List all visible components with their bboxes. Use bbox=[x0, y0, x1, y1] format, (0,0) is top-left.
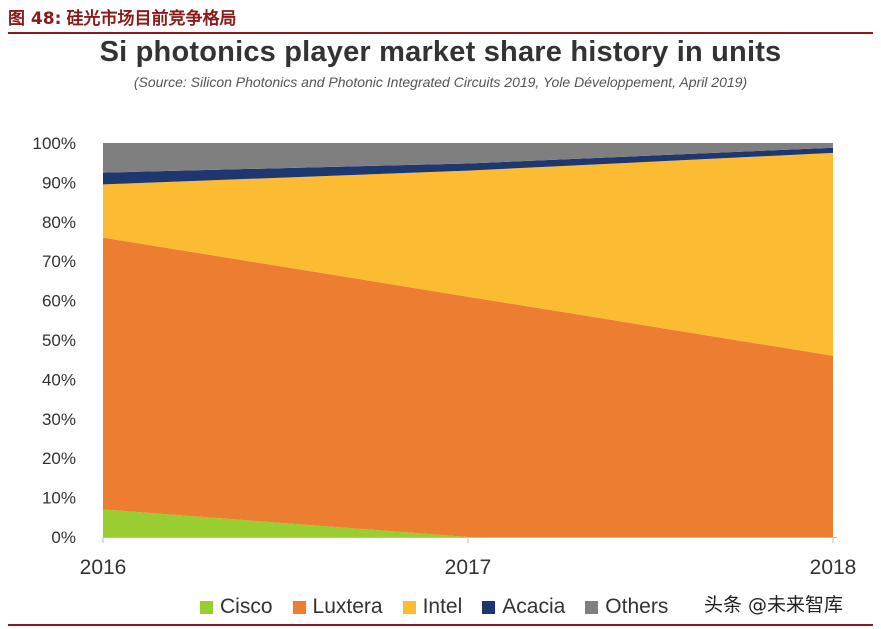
legend-swatch bbox=[585, 600, 599, 614]
legend-label: Intel bbox=[422, 595, 463, 618]
x-tick-label: 2016 bbox=[80, 556, 127, 579]
chart-subtitle: (Source: Silicon Photonics and Photonic … bbox=[133, 74, 748, 90]
legend-item-others: Others bbox=[585, 595, 668, 619]
y-tick-label: 50% bbox=[42, 331, 76, 350]
area-series-cisco bbox=[103, 509, 833, 537]
legend-label: Others bbox=[605, 595, 669, 618]
legend-label: Luxtera bbox=[312, 595, 383, 618]
area-series-others bbox=[103, 143, 833, 173]
figure-header: 图 48: 硅光市场目前竞争格局 bbox=[8, 6, 873, 34]
legend-item-luxtera: Luxtera bbox=[292, 595, 383, 619]
legend-item-acacia: Acacia bbox=[482, 595, 565, 619]
chart-title: Si photonics player market share history… bbox=[99, 36, 782, 68]
x-tick-label: 2018 bbox=[810, 556, 857, 579]
legend-item-cisco: Cisco bbox=[200, 595, 273, 619]
chart-legend: Cisco Luxtera Intel Acacia Others bbox=[200, 593, 688, 621]
y-tick-label: 90% bbox=[42, 173, 76, 192]
y-tick-label: 0% bbox=[51, 528, 76, 547]
y-tick-label: 20% bbox=[42, 449, 76, 468]
legend-swatch bbox=[292, 600, 306, 614]
legend-swatch bbox=[482, 600, 496, 614]
legend-label: Cisco bbox=[220, 595, 273, 618]
y-tick-label: 30% bbox=[42, 410, 76, 429]
y-tick-label: 10% bbox=[42, 489, 76, 508]
area-series-intel bbox=[103, 152, 833, 356]
y-tick-label: 80% bbox=[42, 213, 76, 232]
y-tick-label: 40% bbox=[42, 370, 76, 389]
y-tick-label: 70% bbox=[42, 252, 76, 271]
y-tick-label: 100% bbox=[33, 134, 76, 153]
area-series-acacia bbox=[103, 147, 833, 185]
figure-label: 图 48: bbox=[8, 9, 62, 29]
legend-swatch bbox=[200, 600, 213, 614]
figure-caption: 硅光市场目前竞争格局 bbox=[66, 9, 237, 29]
legend-item-intel: Intel bbox=[402, 595, 463, 619]
legend-label: Acacia bbox=[502, 595, 566, 618]
legend-swatch bbox=[402, 600, 416, 614]
x-tick-label: 2017 bbox=[445, 556, 492, 579]
area-series-luxtera bbox=[103, 237, 833, 537]
bottom-rule bbox=[8, 624, 873, 626]
y-tick-label: 60% bbox=[42, 292, 76, 311]
watermark: 头条 @未来智库 bbox=[700, 590, 848, 617]
